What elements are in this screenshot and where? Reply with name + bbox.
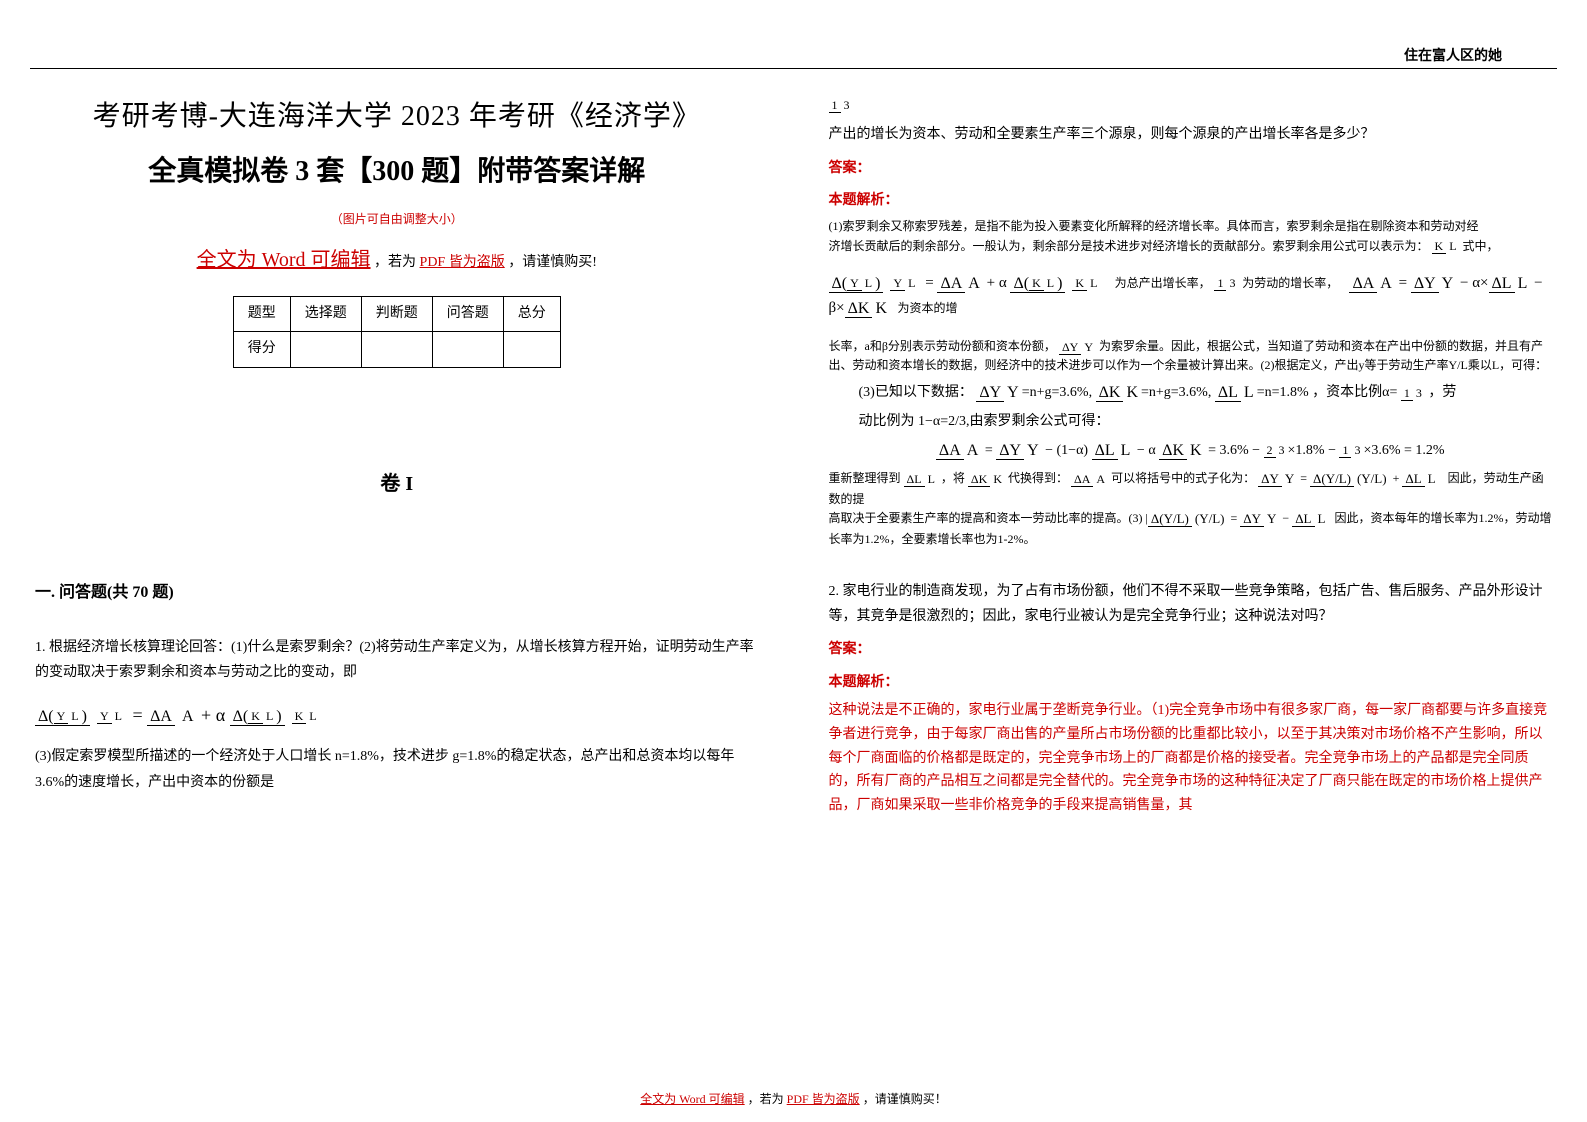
q2-answer-label: 答案： xyxy=(829,639,1553,661)
footer-sep: ，若为 xyxy=(748,1092,784,1106)
footer-pdf: PDF 皆为盗版 xyxy=(787,1092,860,1106)
answer-label: 答案： xyxy=(829,158,1553,180)
analysis-p3-text: 式中， xyxy=(1463,239,1499,253)
question-1-right: 产出的增长为资本、劳动和全要素生产率三个源泉，则每个源泉的产出增长率各是多少？ xyxy=(829,122,1553,147)
label-labor-growth: 为劳动的增长率， xyxy=(1242,276,1338,290)
footer-word: 全文为 Word 可编辑 xyxy=(640,1092,744,1106)
word-notice-tail: ，请谨慎购买! xyxy=(508,255,597,270)
formula-yl: ΔYY xyxy=(1258,469,1297,490)
table-row: 得分 xyxy=(233,332,560,367)
pdf-piracy-label: PDF 皆为盗版 xyxy=(420,255,505,270)
word-editable-label: 全文为 Word 可编辑 xyxy=(197,249,371,271)
capital-ratio-label: ，资本比例α= xyxy=(1312,385,1397,400)
analysis-p2: 济增长贡献后的剩余部分。一般认为，剩余部分是技术进步对经济增长的贡献部分。索罗剩… xyxy=(829,237,1553,256)
question-1: 1. 根据经济增长核算理论回答：(1)什么是索罗剩余？(2)将劳动生产率定义为，… xyxy=(35,635,759,685)
left-page: 考研考博-大连海洋大学 2023 年考研《经济学》 全真模拟卷 3 套【300 … xyxy=(0,80,794,1082)
score-table: 题型 选择题 判断题 问答题 总分 得分 xyxy=(233,296,561,368)
table-cell xyxy=(432,332,503,367)
dk-k: ΔKK xyxy=(968,473,1005,486)
table-row: 题型 选择题 判断题 问答题 总分 xyxy=(233,296,560,331)
analysis-p9a: 高取决于全要素生产率的提高和资本一劳动比率的提高。(3) xyxy=(829,511,1143,525)
formula-row1: Δ(YL) YL = ΔAA + α Δ(KL) KL 为总产出增长率， 13 … xyxy=(829,271,1553,322)
known-data-label: (3)已知以下数据： xyxy=(859,385,973,400)
volume-label: 卷 I xyxy=(35,468,759,500)
footer-tail: ，请谨慎购买！ xyxy=(863,1092,947,1106)
analysis-label: 本题解析： xyxy=(829,190,1553,212)
q2-analysis-text: 这种说法是不正确的，家电行业属于垄断竞争行业。（1)完全竞争市场中有很多家厂商，… xyxy=(829,699,1553,818)
label-capital-growth: 为资本的增 xyxy=(898,302,958,316)
header-corner: 住在富人区的她 xyxy=(1404,45,1502,65)
formula-final2: ΔYY xyxy=(1240,509,1279,530)
table-header: 问答题 xyxy=(432,296,503,331)
formula-dl: ΔLL xyxy=(1402,469,1438,490)
formula-final: Δ(Y/L)(Y/L) xyxy=(1148,509,1228,530)
formula-inline: KL xyxy=(1432,240,1460,253)
q2-analysis-label: 本题解析： xyxy=(829,672,1553,694)
table-header: 题型 xyxy=(233,296,290,331)
word-notice-sep: ，若为 xyxy=(374,255,416,270)
replace-label: 代换得到： xyxy=(1008,471,1068,485)
analysis-p1: (1)索罗剩余又称索罗残差，是指不能为投入要素变化所解释的经济增长率。具体而言，… xyxy=(829,217,1553,236)
doc-title-line1: 考研考博-大连海洋大学 2023 年考研《经济学》 xyxy=(35,95,759,140)
analysis-p4: 长率，a和β分别表示劳动份额和资本份额， ΔYY 为索罗余量。因此，根据公式，当… xyxy=(829,337,1553,375)
two-page-spread: 考研考博-大连海洋大学 2023 年考研《经济学》 全真模拟卷 3 套【300 … xyxy=(0,80,1587,1082)
formula-line-3: (3)已知以下数据： ΔYY=n+g=3.6%, ΔKK=n+g=3.6%, Δ… xyxy=(859,380,1553,406)
section-title: 一. 问答题(共 70 题) xyxy=(35,580,759,606)
formula-final3: ΔLL xyxy=(1292,509,1328,530)
rearrange-label: 重新整理得到 xyxy=(829,471,901,485)
table-header: 总分 xyxy=(503,296,560,331)
table-header: 选择题 xyxy=(290,296,361,331)
analysis-p4-text: 长率，a和β分别表示劳动份额和资本份额， xyxy=(829,339,1056,353)
word-notice: 全文为 Word 可编辑 ，若为 PDF 皆为盗版 ，请谨慎购买! xyxy=(35,244,759,276)
formula-q1: Δ(YL) YL = ΔA A + α Δ(KL) KL xyxy=(35,701,759,730)
da-a: ΔAA xyxy=(1071,473,1108,486)
doc-title-line2: 全真模拟卷 3 套【300 题】附带答案详解 xyxy=(35,150,759,195)
formula-calc: ΔAA = ΔYY − (1−α) ΔLL − α ΔKK = 3.6% − 2… xyxy=(829,438,1553,464)
fraction-top: 13 xyxy=(829,95,1553,117)
labor-label: ，劳 xyxy=(1428,385,1456,400)
analysis-p2-text: 济增长贡献后的剩余部分。一般认为，剩余部分是技术进步对经济增长的贡献部分。索罗剩… xyxy=(829,239,1429,253)
analysis-p9: 高取决于全要素生产率的提高和资本一劳动比率的提高。(3) |Δ(Y/L)(Y/L… xyxy=(829,509,1553,549)
header-divider xyxy=(30,68,1557,69)
table-cell xyxy=(290,332,361,367)
table-cell xyxy=(503,332,560,367)
table-header: 判断题 xyxy=(361,296,432,331)
analysis-p8: 重新整理得到 ΔLL ，将 ΔKK 代换得到： ΔAA 可以将括号中的式子化为：… xyxy=(829,469,1553,509)
formula-line-4: 动比例为 1−α=2/3,由索罗剩余公式可得： xyxy=(859,411,1553,433)
formula-dy-y: ΔYY xyxy=(1059,341,1096,354)
dl-l: ΔLL xyxy=(904,473,938,486)
question-1-cont: (3)假定索罗模型所描述的一个经济处于人口增长 n=1.8%，技术进步 g=1.… xyxy=(35,744,759,794)
formula-yl2: Δ(Y/L)(Y/L) xyxy=(1310,469,1390,490)
bracket-label: 可以将括号中的式子化为： xyxy=(1111,471,1255,485)
sub-label: ，将 xyxy=(941,471,965,485)
label-total-growth: 为总产出增长率， xyxy=(1115,276,1211,290)
right-page: 13 产出的增长为资本、劳动和全要素生产率三个源泉，则每个源泉的产出增长率各是多… xyxy=(794,80,1587,1082)
question-2: 2. 家电行业的制造商发现，为了占有市场份额，他们不得不采取一些竞争策略，包括广… xyxy=(829,579,1553,629)
size-note: （图片可自由调整大小） xyxy=(35,210,759,229)
footer-notice: 全文为 Word 可编辑 ，若为 PDF 皆为盗版 ，请谨慎购买！ xyxy=(0,1090,1587,1107)
table-cell: 得分 xyxy=(233,332,290,367)
table-cell xyxy=(361,332,432,367)
